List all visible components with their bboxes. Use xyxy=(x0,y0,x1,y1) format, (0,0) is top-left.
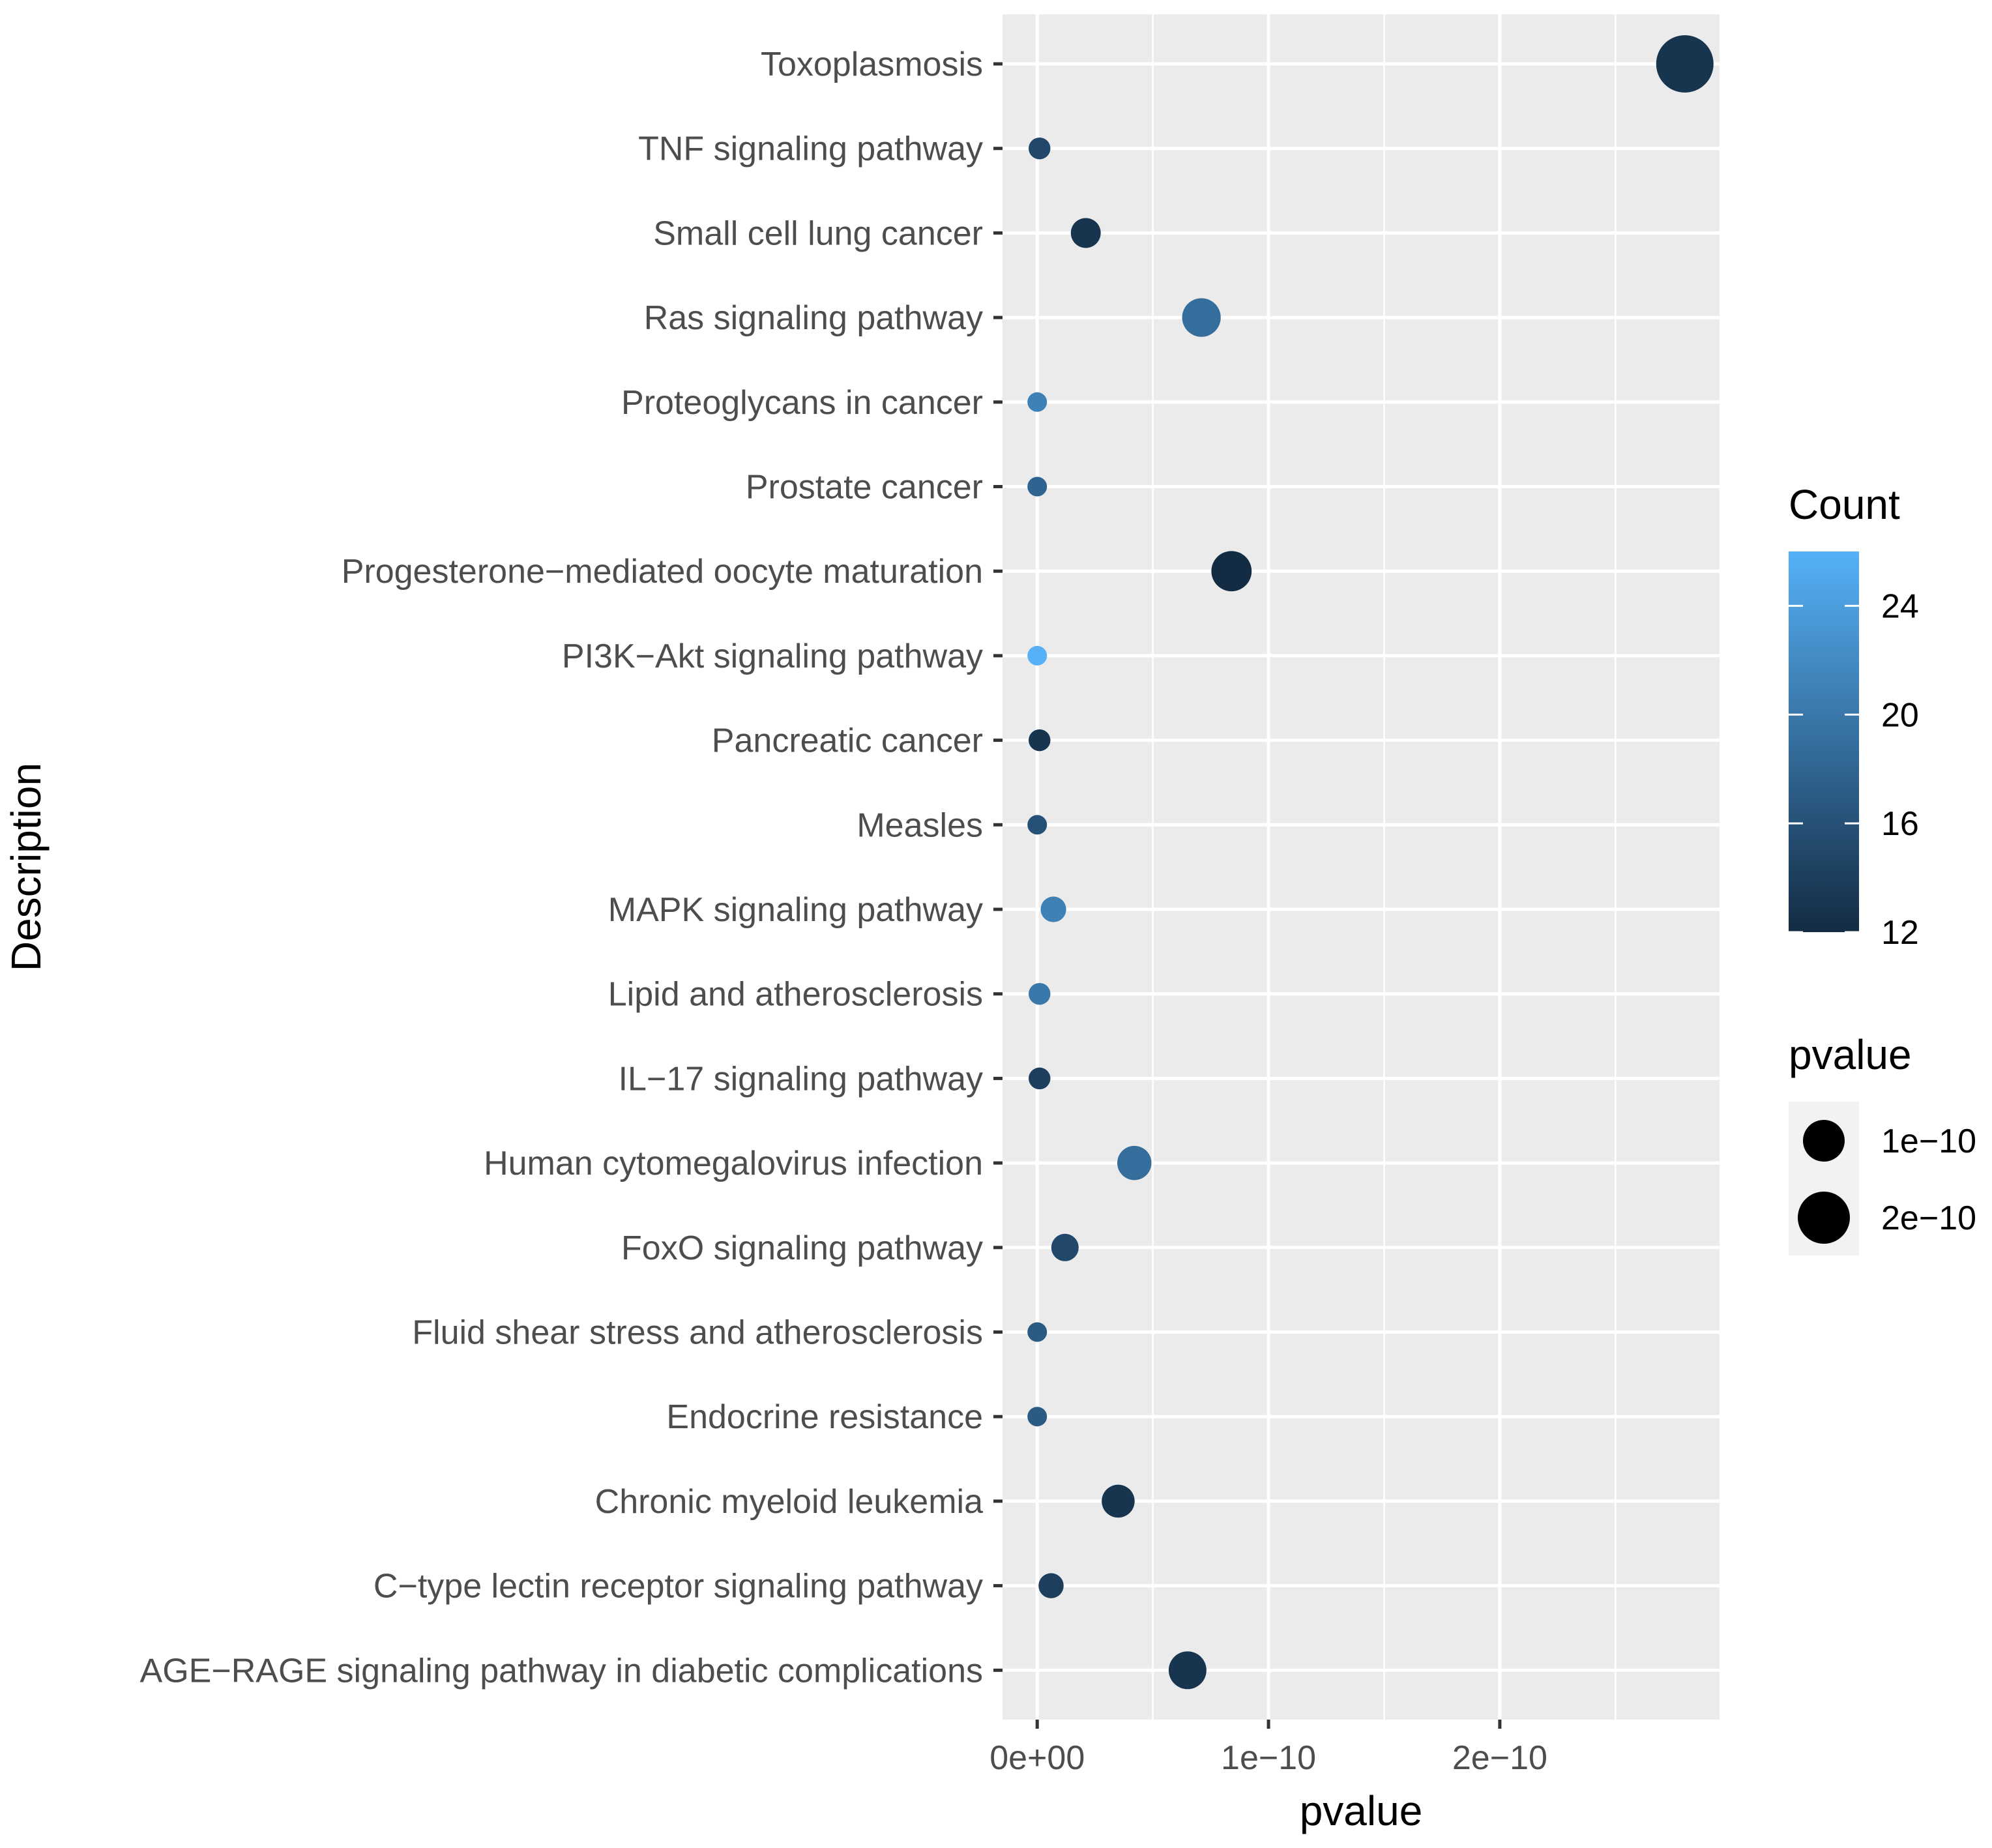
category-label: Small cell lung cancer xyxy=(653,214,983,252)
data-point xyxy=(1027,477,1047,497)
data-point xyxy=(1182,298,1221,337)
data-point xyxy=(1102,1484,1135,1518)
category-label: Human cytomegalovirus infection xyxy=(484,1145,983,1182)
data-point xyxy=(1027,1322,1047,1342)
data-point xyxy=(1029,1067,1051,1090)
data-point xyxy=(1029,982,1051,1005)
data-point xyxy=(1038,1573,1064,1598)
category-label: Toxoplasmosis xyxy=(761,46,983,83)
category-label: Prostate cancer xyxy=(746,469,983,506)
x-tick-label: 2e−10 xyxy=(1452,1739,1547,1777)
y-axis: Toxoplasmosis TNF signaling pathway Small … xyxy=(140,46,1003,1690)
data-point xyxy=(1040,896,1066,922)
data-point xyxy=(1029,137,1051,160)
x-tick-label: 1e−10 xyxy=(1221,1739,1316,1777)
data-point xyxy=(1168,1651,1207,1690)
category-label: PI3K−Akt signaling pathway xyxy=(562,638,983,675)
x-tick-label: 0e+00 xyxy=(989,1739,1085,1777)
category-label: C−type lectin receptor signaling pathway xyxy=(374,1568,983,1606)
data-point xyxy=(1070,218,1101,248)
category-label: FoxO signaling pathway xyxy=(621,1229,983,1267)
category-label: Fluid shear stress and atherosclerosis xyxy=(412,1314,983,1352)
category-label: Proteoglycans in cancer xyxy=(621,384,983,422)
category-label: Progesterone−mediated oocyte maturation xyxy=(342,553,983,591)
category-label: Chronic myeloid leukemia xyxy=(595,1483,983,1521)
category-label: Pancreatic cancer xyxy=(712,722,983,760)
x-axis: 0e+00 1e−10 2e−10 xyxy=(989,1720,1547,1777)
count-ticks: 12 16 20 24 xyxy=(1789,587,1919,952)
data-point xyxy=(1027,1407,1047,1427)
x-axis-title: pvalue xyxy=(1300,1787,1423,1834)
category-label: IL−17 signaling pathway xyxy=(619,1060,983,1098)
y-axis-title: Description xyxy=(3,763,50,971)
category-label: MAPK signaling pathway xyxy=(608,891,983,929)
data-point xyxy=(1027,392,1047,412)
data-point xyxy=(1117,1145,1152,1181)
pvalue-key-label: 1e−10 xyxy=(1881,1122,1976,1160)
plot-panel xyxy=(1003,14,1720,1720)
data-point xyxy=(1029,729,1051,752)
category-label: Measles xyxy=(857,806,983,844)
data-point xyxy=(1027,645,1047,666)
data-point xyxy=(1051,1233,1079,1261)
pvalue-keys: 1e−10 2e−10 xyxy=(1798,1120,1976,1244)
count-legend: Count 12 16 20 24 xyxy=(1789,481,1919,952)
data-point xyxy=(1027,815,1047,835)
pvalue-legend: pvalue 1e−10 2e−10 xyxy=(1789,1031,1976,1255)
category-label: Lipid and atherosclerosis xyxy=(608,976,983,1014)
colorbar-tick-label: 20 xyxy=(1881,696,1919,734)
data-point xyxy=(1211,551,1252,592)
category-label: TNF signaling pathway xyxy=(638,130,983,168)
category-label: AGE−RAGE signaling pathway in diabetic c… xyxy=(140,1652,983,1690)
data-point xyxy=(1656,35,1714,93)
pvalue-legend-title: pvalue xyxy=(1789,1031,1912,1078)
pvalue-key-dot xyxy=(1798,1192,1850,1244)
count-colorbar xyxy=(1789,551,1859,932)
colorbar-tick-label: 16 xyxy=(1881,805,1919,843)
grid xyxy=(1003,14,1720,1720)
category-label: Ras signaling pathway xyxy=(644,299,983,337)
pvalue-key-label: 2e−10 xyxy=(1881,1199,1976,1237)
colorbar-tick-label: 12 xyxy=(1881,914,1919,952)
colorbar-tick-label: 24 xyxy=(1881,587,1919,625)
points xyxy=(1027,35,1714,1690)
category-label: Endocrine resistance xyxy=(666,1398,983,1436)
count-legend-title: Count xyxy=(1789,481,1900,528)
pvalue-key-dot xyxy=(1803,1120,1845,1162)
